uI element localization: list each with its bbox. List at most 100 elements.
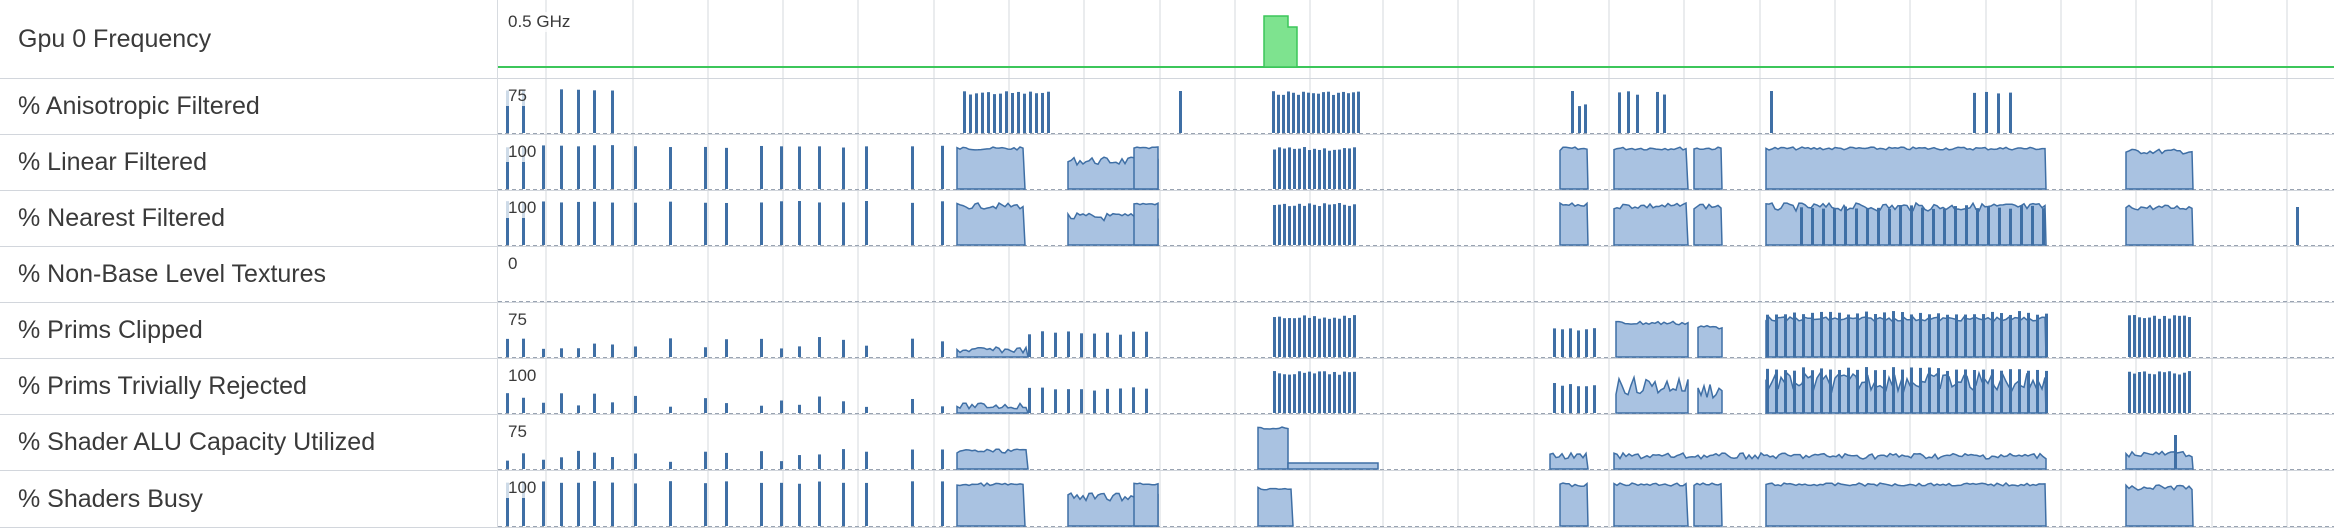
counter-spike — [506, 393, 509, 413]
counter-spike — [542, 348, 545, 357]
counter-spike — [941, 341, 944, 357]
track-label[interactable]: % Shader ALU Capacity Utilized — [0, 415, 497, 471]
counter-area — [1765, 315, 2047, 358]
counter-spike — [1297, 94, 1300, 133]
counter-spike — [798, 404, 801, 413]
counter-spike — [611, 457, 614, 469]
track-scale-backing — [504, 366, 538, 386]
counter-spike — [1998, 207, 2001, 245]
counter-spike — [1569, 328, 1572, 357]
track-label[interactable]: % Prims Clipped — [0, 303, 497, 359]
counter-spike — [542, 145, 545, 189]
counter-spike — [1578, 106, 1581, 133]
counter-spike — [1775, 369, 1778, 413]
counter-spike — [1973, 92, 1976, 133]
counter-area — [956, 482, 1026, 527]
counter-spike — [2163, 315, 2166, 357]
counter-spike — [577, 146, 580, 189]
counter-spike — [1323, 203, 1326, 245]
counter-spike — [2168, 371, 2171, 413]
counter-area — [1765, 146, 2047, 190]
counter-spike — [1332, 94, 1335, 133]
counter-spike — [760, 405, 763, 413]
counter-spike — [1041, 331, 1044, 357]
counter-spike — [1119, 388, 1122, 413]
counter-spike — [1883, 369, 1886, 413]
counter-area — [1765, 481, 2047, 527]
track-label[interactable]: % Linear Filtered — [0, 135, 497, 191]
counter-area — [1613, 451, 2047, 470]
counter-spike — [2000, 313, 2003, 357]
counter-spike — [1273, 149, 1276, 189]
counter-spike — [2018, 311, 2021, 357]
counter-spike — [1910, 314, 1913, 357]
track-scale-backing — [504, 478, 538, 498]
counter-spike — [1937, 313, 1940, 357]
counter-spike — [1308, 203, 1311, 245]
counter-spike — [1313, 373, 1316, 413]
track-chart-area[interactable]: 0.5 GHz 75 100 100 0 75 100 75 100 — [498, 0, 2334, 528]
counter-spike — [760, 202, 763, 245]
track-scale-label: 0.5 GHz — [508, 12, 570, 31]
counter-spike — [1273, 317, 1276, 357]
track-scale-label: 75 — [508, 422, 527, 441]
counter-spike — [522, 202, 525, 245]
counter-spike — [2296, 207, 2299, 245]
track-label[interactable]: % Nearest Filtered — [0, 191, 497, 247]
track-label[interactable]: % Anisotropic Filtered — [0, 79, 497, 135]
counter-spike — [1343, 204, 1346, 245]
counter-spike — [1964, 314, 1967, 357]
track-label[interactable]: % Shaders Busy — [0, 471, 497, 528]
counter-spike — [1636, 94, 1639, 133]
counter-spike — [560, 348, 563, 357]
counter-area — [1133, 146, 1159, 190]
counter-spike — [1811, 208, 1814, 245]
counter-spike — [798, 455, 801, 469]
counter-spike — [2000, 370, 2003, 413]
counter-area — [1693, 146, 1723, 190]
counter-chart[interactable]: 0.5 GHz 75 100 100 0 75 100 75 100 — [498, 0, 2334, 528]
counter-spike — [2009, 208, 2012, 245]
counter-spike — [842, 147, 845, 189]
counter-spike — [1802, 367, 1805, 413]
counter-spike — [2158, 371, 2161, 413]
counter-spike — [522, 338, 525, 357]
counter-spike — [634, 453, 637, 469]
counter-spike — [842, 202, 845, 245]
counter-spike — [1328, 204, 1331, 245]
counter-spike — [522, 481, 525, 526]
counter-spike — [704, 202, 707, 245]
counter-spike — [1766, 368, 1769, 413]
counter-spike — [2020, 205, 2023, 245]
counter-spike — [1865, 367, 1868, 413]
counter-spike — [1054, 389, 1057, 413]
counter-spike — [1342, 91, 1345, 133]
track-label[interactable]: % Prims Trivially Rejected — [0, 359, 497, 415]
counter-spike — [1327, 91, 1330, 133]
counter-spike — [1910, 367, 1913, 413]
counter-spike — [704, 483, 707, 526]
counter-spike — [760, 145, 763, 189]
counter-spike — [2133, 373, 2136, 413]
counter-spike — [2173, 373, 2176, 413]
counter-spike — [1308, 150, 1311, 189]
counter-spike — [2183, 372, 2186, 413]
counter-spike — [1328, 374, 1331, 413]
counter-spike — [1357, 91, 1360, 133]
counter-spike — [1985, 91, 1988, 133]
counter-spike — [611, 202, 614, 245]
counter-spike — [1323, 371, 1326, 413]
counter-area — [1559, 146, 1589, 190]
track-label[interactable]: % Non-Base Level Textures — [0, 247, 497, 303]
track-label[interactable]: Gpu 0 Frequency — [0, 0, 497, 79]
counter-area — [1693, 203, 1723, 246]
counter-spike — [999, 93, 1002, 133]
counter-spike — [1288, 318, 1291, 357]
counter-area — [1615, 320, 1689, 358]
counter-spike — [780, 461, 783, 469]
counter-spike — [1353, 147, 1356, 189]
counter-spike — [1847, 367, 1850, 413]
counter-spike — [1303, 205, 1306, 245]
counter-spike — [1277, 94, 1280, 133]
counter-spike — [1179, 91, 1182, 133]
